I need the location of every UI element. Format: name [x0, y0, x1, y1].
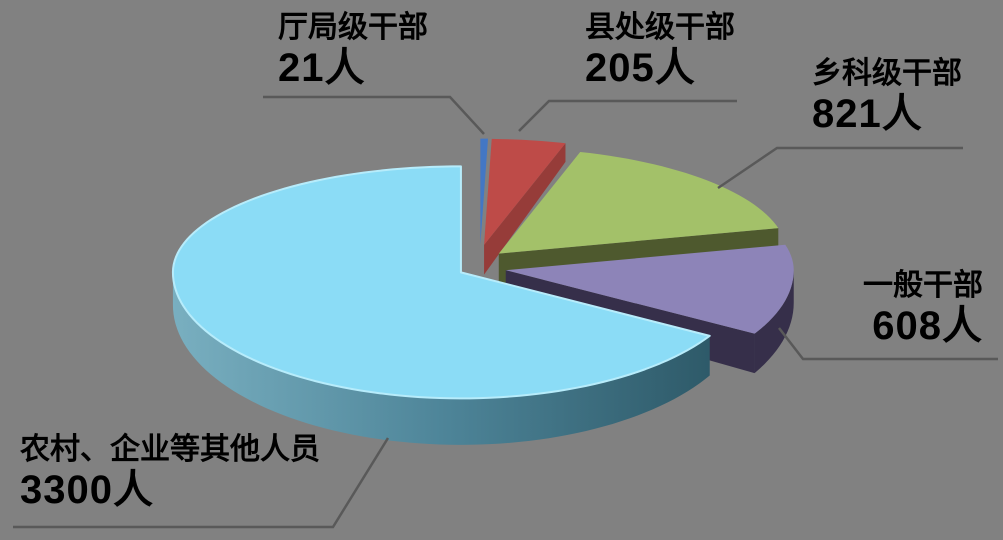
- pie-slice-3-wall: [754, 270, 794, 374]
- pie-slice-4-top: [171, 165, 711, 400]
- leader-line-xiangkeji: [717, 146, 963, 190]
- callout-yiban: 一般干部 608人: [863, 268, 983, 348]
- callout-xianchuji: 县处级干部 205人: [585, 10, 735, 90]
- pie-slice-1-cut-face: [484, 143, 566, 275]
- leader-line-tingjuji: [263, 95, 485, 135]
- leader-line-yiban: [778, 327, 998, 361]
- leader-line-nongcun: [13, 437, 390, 529]
- pie-slice-4: [171, 165, 711, 445]
- callout-xianchuji-value: 205人: [585, 46, 696, 90]
- pie-slice-4-wall: [172, 272, 710, 445]
- pie-slice-0: [480, 138, 489, 245]
- pie-slice-1: [484, 138, 566, 275]
- callout-tingjuji-value: 21人: [278, 46, 366, 90]
- callout-xiangkeji-label: 乡科级干部: [812, 57, 962, 90]
- callout-xiangkeji: 乡科级干部 821人: [812, 56, 962, 136]
- callout-nongcun-value: 3300人: [20, 468, 154, 512]
- callout-nongcun-label: 农村、企业等其他人员: [20, 433, 320, 466]
- callout-tingjuji-label: 厅局级干部: [278, 11, 428, 44]
- callout-yiban-label: 一般干部: [863, 269, 983, 302]
- callout-xianchuji-label: 县处级干部: [585, 11, 735, 44]
- pie-slice-0-top: [480, 138, 489, 245]
- callout-xiangkeji-value: 821人: [812, 92, 923, 136]
- callout-tingjuji: 厅局级干部 21人: [278, 10, 428, 90]
- callout-nongcun: 农村、企业等其他人员 3300人: [20, 432, 320, 512]
- leader-line-xianchuji: [518, 99, 737, 132]
- pie-slice-1-top: [484, 138, 566, 245]
- pie-slice-3-top: [505, 244, 794, 334]
- pie-slice-2-top: [498, 151, 779, 254]
- callout-yiban-value: 608人: [872, 304, 983, 348]
